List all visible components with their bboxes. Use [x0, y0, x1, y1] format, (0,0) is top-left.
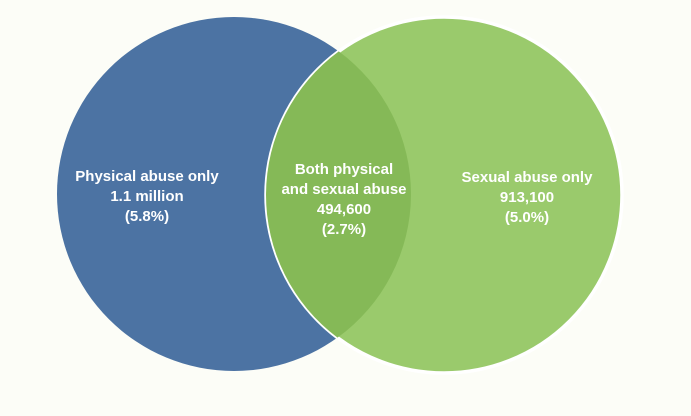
physical-abuse-label: Physical abuse only 1.1 million (5.8%): [75, 167, 218, 227]
both-abuse-label-title-line2: and sexual abuse: [281, 181, 407, 198]
both-abuse-label-title-line1: Both physical: [294, 161, 394, 178]
physical-abuse-percent: (5.8%): [124, 208, 170, 225]
both-abuse-value: 494,600: [316, 201, 372, 218]
both-abuse-label: Both physical and sexual abuse 494,600 (…: [281, 160, 406, 240]
both-abuse-percent: (2.7%): [321, 221, 367, 238]
sexual-abuse-label: Sexual abuse only 913,100 (5.0%): [462, 168, 593, 228]
sexual-abuse-value: 913,100: [499, 189, 555, 206]
sexual-abuse-percent: (5.0%): [504, 209, 550, 226]
sexual-abuse-label-title: Sexual abuse only: [461, 169, 593, 186]
physical-abuse-value: 1.1 million: [110, 188, 184, 205]
physical-abuse-label-title: Physical abuse only: [75, 168, 219, 185]
overlap-region: [266, 51, 411, 338]
